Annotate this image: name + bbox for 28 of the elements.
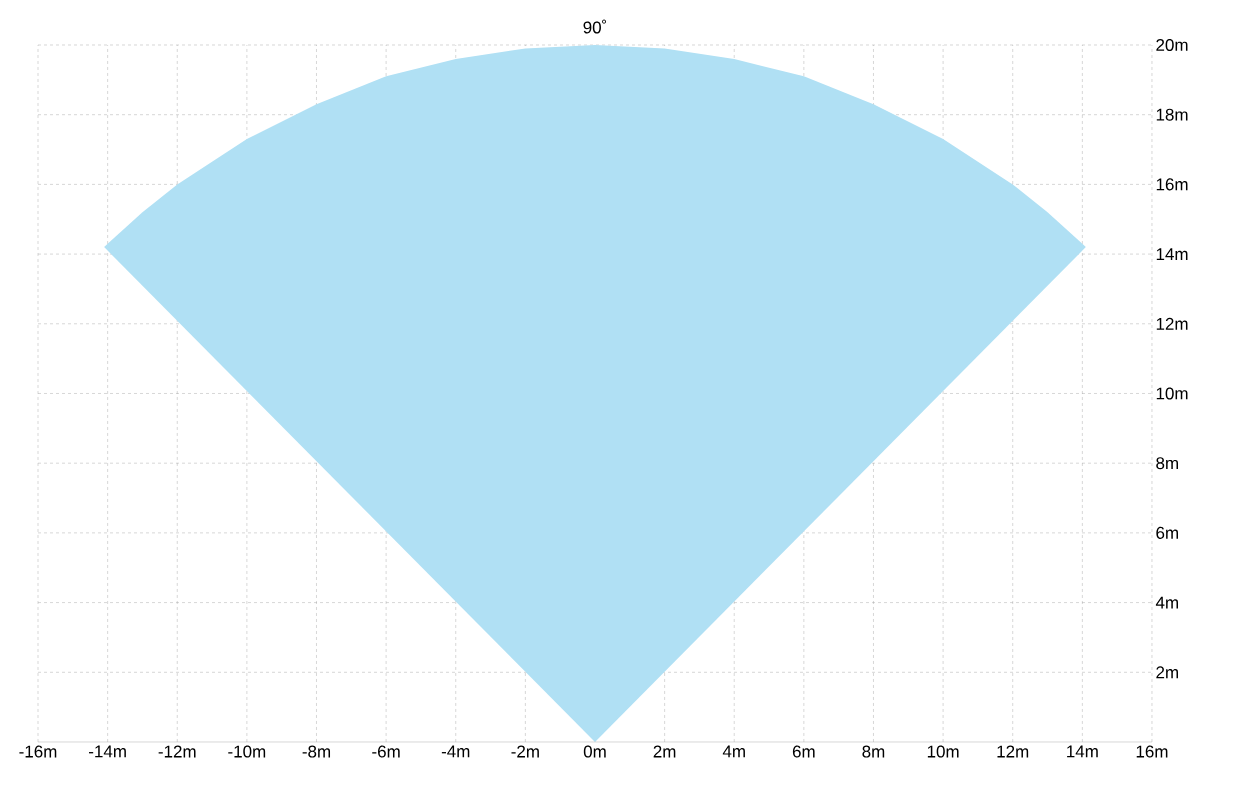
x-tick-label: 2m bbox=[653, 745, 676, 758]
y-tick-label: 16m bbox=[1156, 178, 1188, 191]
y-tick-label: 14m bbox=[1156, 248, 1188, 260]
x-tick-label: 16m bbox=[1136, 745, 1168, 758]
x-tick-label: 8m bbox=[862, 745, 885, 758]
x-tick-label: -2m bbox=[511, 745, 539, 758]
y-tick-label: 4m bbox=[1155, 596, 1178, 609]
x-tick-label: 4m bbox=[722, 745, 745, 758]
y-tick-label: 12m bbox=[1156, 317, 1188, 330]
x-tick-label: 12m bbox=[997, 745, 1029, 758]
chart-title: 90˚ bbox=[583, 19, 607, 34]
x-tick-label: -12m bbox=[158, 745, 196, 758]
y-tick-label: 20m bbox=[1156, 38, 1188, 52]
y-tick-label: 2m bbox=[1156, 666, 1178, 679]
x-tick-label: 6m bbox=[792, 745, 815, 758]
x-tick-label: 10m bbox=[927, 745, 959, 758]
x-tick-label: 14m bbox=[1067, 745, 1098, 758]
x-tick-label: -16m bbox=[19, 745, 57, 758]
x-tick-label: -10m bbox=[228, 745, 266, 758]
x-tick-label: -8m bbox=[302, 745, 331, 758]
y-tick-label: 8m bbox=[1156, 457, 1178, 470]
y-tick-label: 10m bbox=[1156, 387, 1188, 400]
y-tick-label: 18m bbox=[1156, 108, 1188, 121]
y-tick-label: 6m bbox=[1156, 526, 1178, 539]
x-tick-label: -6m bbox=[372, 745, 400, 758]
x-tick-label: -14m bbox=[89, 745, 126, 758]
x-tick-label: -4m bbox=[441, 745, 470, 758]
x-tick-label: 0m bbox=[583, 745, 606, 758]
